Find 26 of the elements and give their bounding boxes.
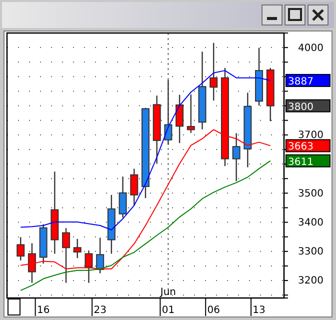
text: 3800 <box>288 102 314 113</box>
candlestick <box>73 238 82 259</box>
x-tick-label: 16 <box>36 305 50 316</box>
x-tick-label: 13 <box>252 305 266 316</box>
annotation: Jun <box>159 287 176 298</box>
y-tick-label: 3200 <box>298 276 324 287</box>
x-tick-label: 06 <box>207 305 220 316</box>
y-tick-label: 3700 <box>298 130 324 142</box>
candlestick <box>96 237 104 274</box>
candlestick <box>16 236 25 262</box>
x-tick-label: 01 <box>162 305 175 316</box>
candlestick <box>210 42 218 102</box>
y-tick-label: 4000 <box>298 42 324 54</box>
candlestick <box>118 176 127 218</box>
data-label: 3611 <box>288 156 314 168</box>
y-tick-label: 3300 <box>298 246 324 258</box>
candlestick <box>232 132 240 182</box>
x-tick-label: 23 <box>94 305 106 316</box>
candlestick <box>130 168 138 206</box>
y-tick-label: 3400 <box>298 217 324 228</box>
candlestick <box>164 79 172 146</box>
data-label: 3887 <box>288 76 314 88</box>
candlestick <box>186 94 195 134</box>
y-tick-label: 3500 <box>298 188 324 200</box>
candlestick <box>176 94 184 144</box>
data-label: 3663 <box>288 142 314 153</box>
